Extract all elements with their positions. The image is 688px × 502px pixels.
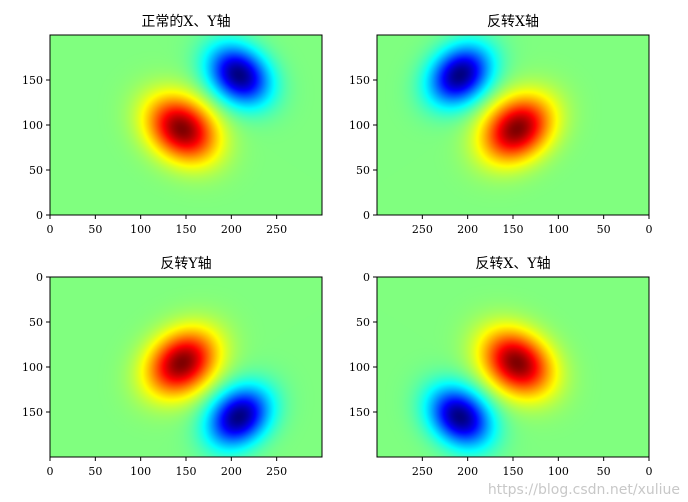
x-tick-label: 250	[412, 223, 433, 236]
x-tick-label: 250	[266, 223, 287, 236]
y-tick-label: 0	[363, 271, 370, 284]
x-tick-label: 150	[503, 223, 524, 236]
subplot-title: 反转X、Y轴	[475, 256, 550, 272]
y-tick-label: 100	[349, 119, 370, 132]
x-tick-label: 50	[597, 465, 611, 478]
heatmap-image	[50, 35, 322, 215]
subplot-1: 正常的X、Y轴 0 50 100 150 200 250 0 50 100 150	[22, 14, 323, 236]
subplot-title: 正常的X、Y轴	[141, 14, 230, 30]
y-tick-label: 50	[356, 164, 370, 177]
y-tick-label: 50	[29, 316, 43, 329]
x-tick-label: 150	[176, 223, 197, 236]
x-tick-label: 0	[646, 465, 653, 478]
x-tick-label: 50	[88, 465, 102, 478]
x-tick-label: 0	[47, 223, 54, 236]
subplot-2: 反转X轴 250 200 150 100 50 0 0 50 100 150	[349, 14, 653, 236]
x-tick-label: 250	[266, 465, 287, 478]
x-tick-label: 50	[597, 223, 611, 236]
heatmap-image	[377, 277, 649, 457]
y-tick-label: 50	[29, 164, 43, 177]
y-tick-label: 50	[356, 316, 370, 329]
x-tick-label: 0	[47, 465, 54, 478]
y-tick-label: 150	[349, 406, 370, 419]
y-tick-label: 150	[22, 406, 43, 419]
y-tick-label: 100	[22, 361, 43, 374]
y-tick-label: 100	[22, 119, 43, 132]
x-tick-label: 100	[548, 223, 569, 236]
subplot-title: 反转Y轴	[160, 256, 211, 272]
x-tick-label: 200	[457, 465, 478, 478]
x-tick-label: 150	[503, 465, 524, 478]
x-tick-label: 50	[88, 223, 102, 236]
x-tick-label: 150	[176, 465, 197, 478]
y-tick-label: 150	[22, 74, 43, 87]
x-tick-label: 100	[548, 465, 569, 478]
watermark: https://blog.csdn.net/xuliue	[487, 482, 680, 498]
x-tick-label: 200	[457, 223, 478, 236]
y-tick-label: 100	[349, 361, 370, 374]
heatmap-image	[377, 35, 649, 215]
x-tick-label: 100	[130, 465, 151, 478]
y-tick-label: 0	[36, 209, 43, 222]
x-tick-label: 0	[646, 223, 653, 236]
subplot-3: 反转Y轴 0 50 100 150 200 250 0 50 100 150	[22, 256, 323, 478]
subplot-4: 反转X、Y轴 250 200 150 100 50 0 0 50 100 150	[349, 256, 653, 478]
y-tick-label: 0	[363, 209, 370, 222]
y-tick-label: 0	[36, 271, 43, 284]
subplot-title: 反转X轴	[487, 14, 539, 30]
x-tick-label: 200	[221, 465, 242, 478]
heatmap-image	[50, 277, 322, 457]
x-tick-label: 250	[412, 465, 433, 478]
x-tick-label: 100	[130, 223, 151, 236]
x-tick-label: 200	[221, 223, 242, 236]
y-tick-label: 150	[349, 74, 370, 87]
